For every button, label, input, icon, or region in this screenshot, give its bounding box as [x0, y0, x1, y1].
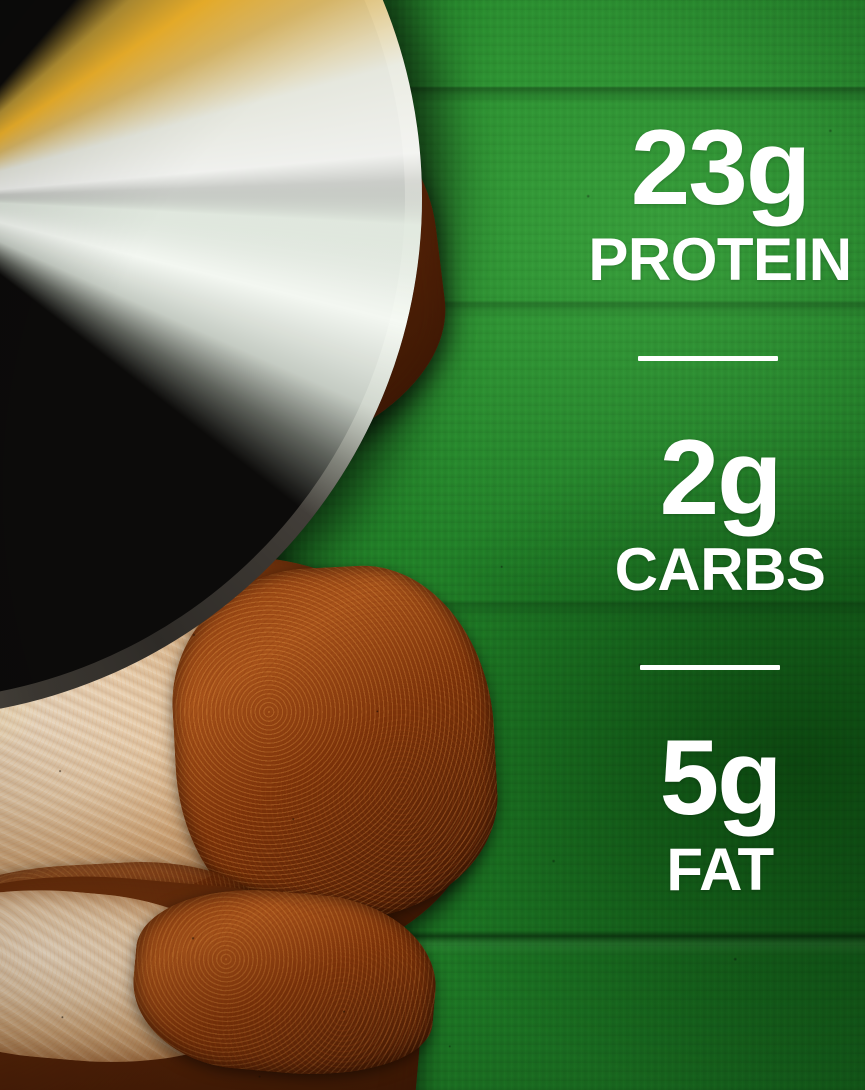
fat-value: 5g [659, 717, 783, 837]
carbs-label: CARBS [614, 536, 826, 604]
fat-label: FAT [666, 836, 774, 904]
nutrition-panel: 23g PROTEIN 2g CARBS 5g FAT [575, 0, 865, 1090]
nutrition-divider-2 [640, 665, 780, 670]
nutrition-divider-1 [638, 356, 778, 361]
protein-label: PROTEIN [588, 226, 852, 294]
carbs-value: 2g [659, 417, 783, 537]
nutrition-item-fat: 5g FAT [575, 717, 865, 904]
nutrition-item-protein: 23g PROTEIN [575, 107, 865, 294]
protein-value: 23g [630, 107, 811, 227]
nutrition-item-carbs: 2g CARBS [575, 417, 865, 604]
